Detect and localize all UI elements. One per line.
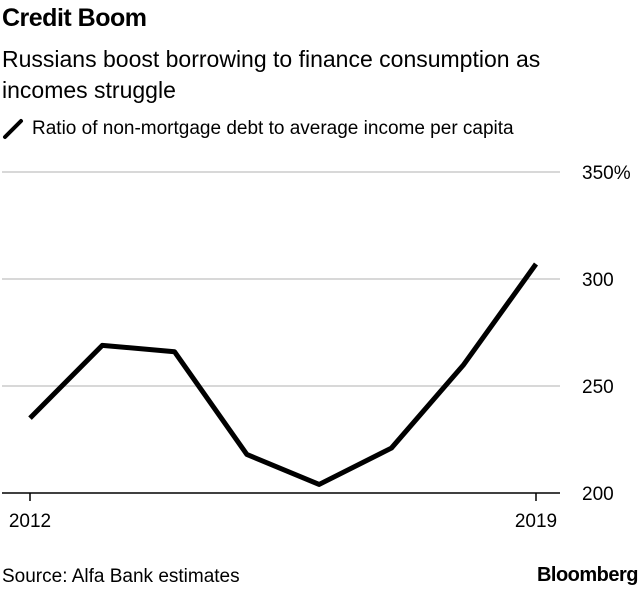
y-tick-label: 200 <box>582 484 614 505</box>
x-axis: 2012 2019 <box>2 492 560 532</box>
brand-logo: Bloomberg <box>536 564 639 586</box>
legend-label: Ratio of non-mortgage debt to average in… <box>32 118 514 139</box>
gridlines <box>2 171 560 387</box>
series-line <box>28 262 539 487</box>
y-axis-labels: 200 250 300 350% <box>582 163 631 505</box>
legend: Ratio of non-mortgage debt to average in… <box>2 118 514 140</box>
series-layer <box>28 262 539 487</box>
y-tick-label: 350% <box>582 163 631 184</box>
legend-line-icon <box>3 119 23 139</box>
x-tick-label: 2012 <box>9 511 51 532</box>
y-tick-label: 250 <box>582 377 614 398</box>
y-tick-label: 300 <box>582 270 614 291</box>
source-note: Source: Alfa Bank estimates <box>2 566 240 587</box>
x-tick-label: 2019 <box>515 511 557 532</box>
chart-title: Credit Boom <box>2 4 147 32</box>
chart-subtitle: Russians boost borrowing to finance cons… <box>2 46 541 103</box>
